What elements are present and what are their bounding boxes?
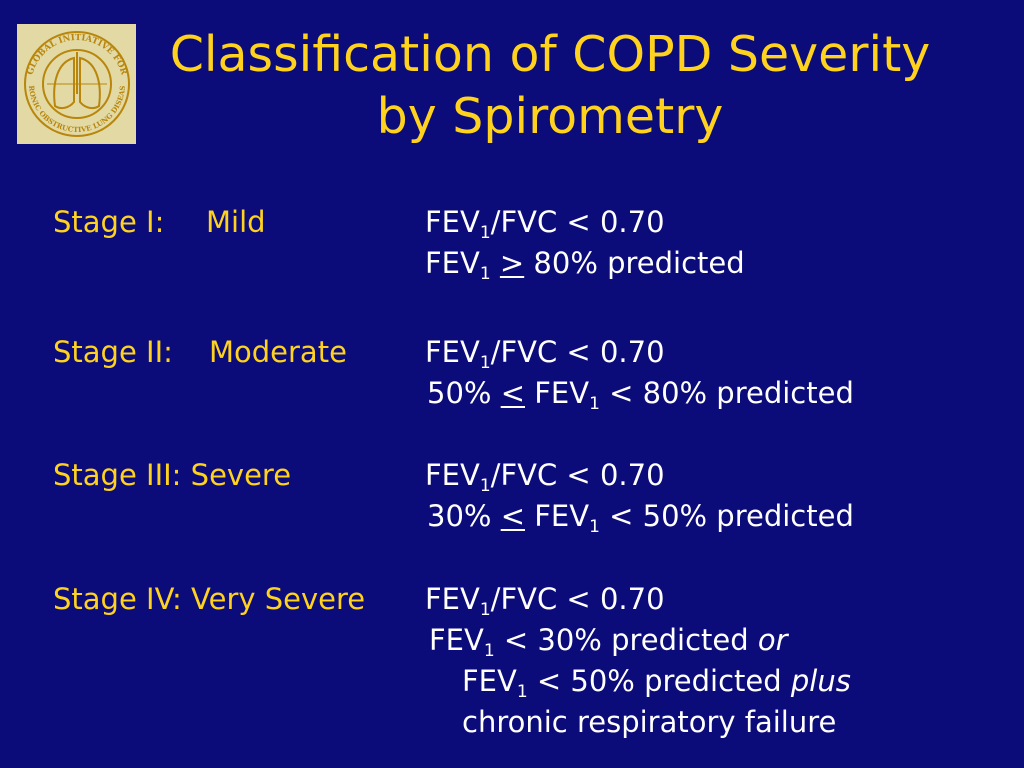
stage-severity: Mild <box>206 205 266 239</box>
stage-4-criterion-3: FEV1 < 50% predicted plus <box>462 664 851 702</box>
stage-3-criterion-1: FEV1/FVC < 0.70 <box>425 458 665 496</box>
slide-title: Classification of COPD Severity by Spiro… <box>120 24 980 148</box>
stage-2-criterion-2: 50% < FEV1 < 80% predicted <box>427 376 854 414</box>
stage-4-criterion-4: chronic respiratory failure <box>462 705 837 739</box>
stage-severity: Moderate <box>209 335 347 369</box>
stage-2-criterion-1: FEV1/FVC < 0.70 <box>425 335 665 373</box>
stage-name: Stage III: Severe <box>53 458 292 492</box>
stage-1-criterion-2: FEV1 > 80% predicted <box>425 246 745 284</box>
gold-logo: GLOBAL INITIATIVE FOR CHRONIC OBSTRUCTIV… <box>17 24 136 144</box>
stage-4-criterion-2: FEV1 < 30% predicted or <box>429 623 788 661</box>
stage-3-criterion-2: 30% < FEV1 < 50% predicted <box>427 499 854 537</box>
stage-name: Stage I: <box>53 205 165 239</box>
lungs-icon: GLOBAL INITIATIVE FOR CHRONIC OBSTRUCTIV… <box>17 24 130 137</box>
stage-name: Stage IV: Very Severe <box>53 582 366 616</box>
stage-1-criterion-1: FEV1/FVC < 0.70 <box>425 205 665 243</box>
title-line-2: by Spirometry <box>376 88 724 145</box>
stage-4-criterion-1: FEV1/FVC < 0.70 <box>425 582 665 620</box>
stage-name: Stage II: <box>53 335 173 369</box>
title-line-1: Classification of COPD Severity <box>169 26 931 83</box>
